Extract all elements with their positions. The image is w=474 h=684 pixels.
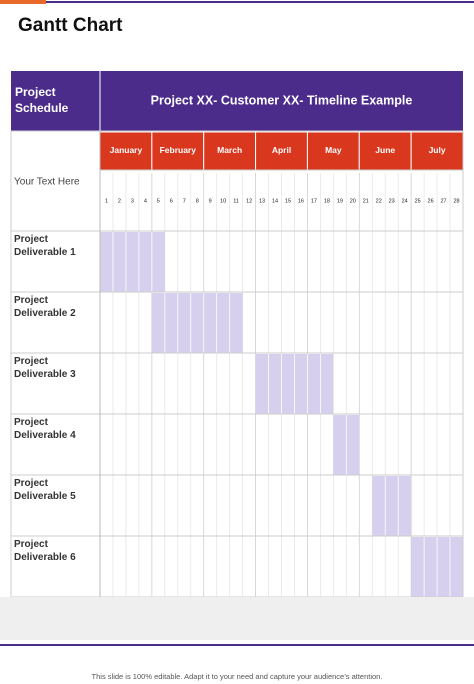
month-label: March: [217, 145, 242, 155]
week-label: 11: [233, 198, 239, 204]
top-line: [0, 1, 474, 3]
row-label-line: Project: [14, 417, 49, 428]
week-label: 16: [298, 198, 304, 204]
week-label: 22: [376, 198, 382, 204]
week-label: 5: [157, 198, 160, 204]
bottom-band: [0, 597, 474, 640]
row-label-line: Deliverable 1: [14, 247, 76, 258]
week-label: 19: [337, 198, 343, 204]
week-label: 6: [170, 198, 173, 204]
month-cell: [99, 131, 153, 171]
week-label: 13: [259, 198, 265, 204]
week-label: 1: [105, 198, 108, 204]
row-label-line: Deliverable 4: [14, 430, 76, 441]
week-label: 2: [118, 198, 121, 204]
week-label: 26: [428, 198, 434, 204]
week-label: 24: [402, 198, 408, 204]
row-label-line: Deliverable 6: [14, 552, 76, 563]
row-label: Project Deliverable 3: [14, 356, 76, 380]
row-label-line: Project: [14, 478, 49, 489]
bottom-line: [0, 644, 474, 646]
month-cell: [410, 131, 464, 171]
week-label: 7: [183, 198, 186, 204]
week-label: 23: [389, 198, 395, 204]
row-label: Project Deliverable 6: [14, 539, 76, 563]
week-label: 20: [350, 198, 356, 204]
week-label: 21: [363, 198, 369, 204]
row-label-line: Deliverable 2: [14, 308, 76, 319]
side-note: Your Text Here: [14, 177, 80, 188]
week-label: 14: [272, 198, 278, 204]
corner-line: Project: [15, 85, 56, 99]
week-label: 15: [285, 198, 291, 204]
footer-note: This slide is 100% editable. Adapt it to…: [92, 672, 383, 681]
month-label: January: [110, 145, 143, 155]
week-label: 17: [311, 198, 317, 204]
task-bar: [100, 232, 165, 292]
header-bg: [11, 71, 463, 131]
month-cell: [358, 131, 412, 171]
row-label: Project Deliverable 2: [14, 295, 76, 319]
row-label: Project Deliverable 4: [14, 417, 76, 441]
month-label: April: [272, 145, 291, 155]
month-label: June: [375, 145, 395, 155]
month-label: May: [325, 145, 342, 155]
week-label: 18: [324, 198, 330, 204]
title: Gantt Chart: [18, 15, 123, 36]
week-label: 9: [209, 198, 212, 204]
row-label: Project Deliverable 5: [14, 478, 76, 502]
week-label: 8: [196, 198, 199, 204]
month-label: July: [429, 145, 446, 155]
corner-label: Project Schedule: [15, 85, 69, 115]
row-label-line: Project: [14, 356, 49, 367]
heading: Project XX- Customer XX- Timeline Exampl…: [151, 93, 413, 107]
row-label-line: Deliverable 3: [14, 369, 76, 380]
corner-line: Schedule: [15, 101, 69, 115]
row-label-line: Project: [14, 234, 49, 245]
week-label: 4: [144, 198, 147, 204]
row-label-line: Project: [14, 539, 49, 550]
week-label: 28: [453, 198, 459, 204]
row-label: Project Deliverable 1: [14, 234, 76, 258]
week-label: 27: [440, 198, 446, 204]
row-label-line: Project: [14, 295, 49, 306]
task-bar: [372, 476, 412, 536]
month-label: February: [160, 145, 197, 155]
week-label: 10: [220, 198, 226, 204]
week-label: 3: [131, 198, 134, 204]
row-label-line: Deliverable 5: [14, 491, 76, 502]
top-accent: [0, 0, 46, 4]
week-label: 12: [246, 198, 252, 204]
task-bar: [151, 293, 243, 353]
week-label: 25: [415, 198, 421, 204]
